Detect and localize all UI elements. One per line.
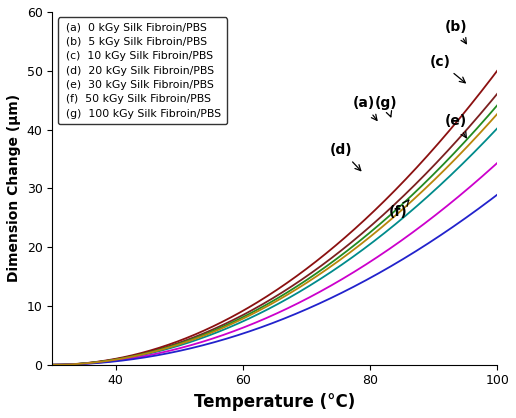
Y-axis label: Dimension Change (μm): Dimension Change (μm): [7, 94, 21, 283]
Text: (g): (g): [375, 96, 397, 117]
Text: (c): (c): [429, 55, 465, 83]
X-axis label: Temperature (°C): Temperature (°C): [194, 393, 356, 411]
Text: (a): (a): [352, 96, 377, 120]
Legend: (a)  0 kGy Silk Fibroin/PBS, (b)  5 kGy Silk Fibroin/PBS, (c)  10 kGy Silk Fibro: (a) 0 kGy Silk Fibroin/PBS, (b) 5 kGy Si…: [58, 18, 227, 124]
Text: (f): (f): [389, 200, 409, 219]
Text: (b): (b): [444, 20, 467, 43]
Text: (d): (d): [330, 143, 361, 171]
Text: (e): (e): [445, 114, 467, 138]
